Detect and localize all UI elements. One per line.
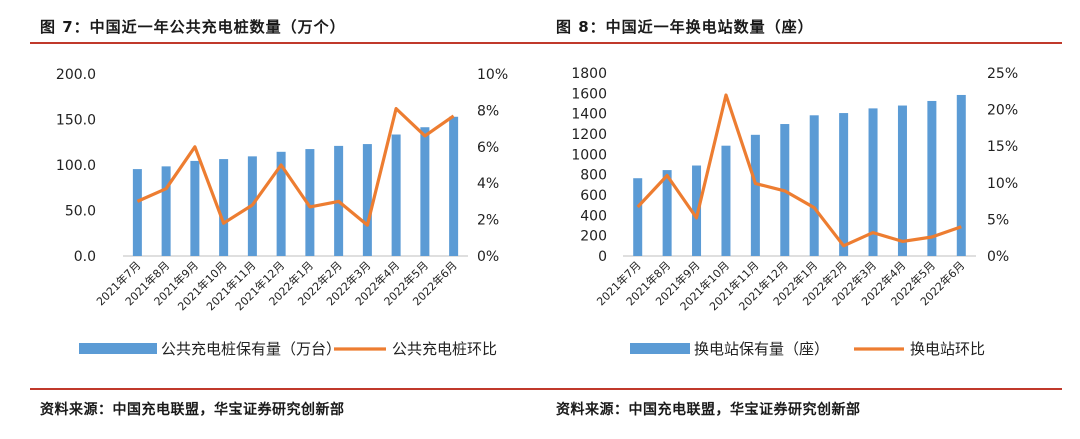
bar <box>276 151 286 256</box>
bar <box>219 159 229 256</box>
y-left-tick-label: 150.0 <box>56 113 96 129</box>
source-note: 资料来源：中国充电联盟，华宝证券研究创新部 <box>556 402 861 418</box>
series-line <box>636 93 962 248</box>
legend-label: 公共充电桩保有量（万台） <box>161 340 341 358</box>
bar <box>633 178 643 256</box>
bar <box>391 134 401 256</box>
y-left-tick-label: 800 <box>580 168 607 184</box>
figure-title: 图 8：中国近一年换电站数量（座） <box>556 18 814 36</box>
y-left-tick-label: 1400 <box>571 107 607 123</box>
bar <box>362 144 372 256</box>
y-right-tick-label: 8% <box>477 103 499 119</box>
title-rule <box>546 42 1062 44</box>
y-left-tick-label: 400 <box>580 208 607 224</box>
y-right-tick-label: 0% <box>987 249 1009 265</box>
y-left-tick-label: 1600 <box>571 86 607 102</box>
bar <box>956 94 966 257</box>
bar <box>721 145 731 256</box>
chart-public-chargers: 0.050.0100.0150.0200.00%2%4%6%8%10%2021年… <box>56 67 508 358</box>
bar <box>662 170 672 256</box>
bar <box>305 149 315 256</box>
y-left-tick-label: 200.0 <box>56 67 96 83</box>
y-right-tick-label: 10% <box>477 67 508 83</box>
y-right-tick-label: 20% <box>987 103 1018 119</box>
title-rule <box>30 42 546 44</box>
bar <box>750 134 760 256</box>
legend-label: 换电站保有量（座） <box>694 340 829 358</box>
bar <box>897 105 907 257</box>
legend-swatch-bar <box>79 343 157 354</box>
bar <box>809 115 819 256</box>
y-left-tick-label: 1200 <box>571 127 607 143</box>
y-left-tick-label: 100.0 <box>56 158 96 174</box>
series-line <box>136 106 455 227</box>
y-right-tick-label: 5% <box>987 212 1009 228</box>
y-left-tick-label: 1000 <box>571 147 607 163</box>
source-rule <box>546 388 1062 390</box>
y-right-tick-label: 2% <box>477 213 499 229</box>
legend-label: 换电站环比 <box>910 340 985 358</box>
chart-panel-battery-swap: 图 8：中国近一年换电站数量（座） 0 200 400 600 800 1000 1200 1… <box>546 0 1072 439</box>
bar <box>190 160 200 256</box>
bar <box>927 100 937 256</box>
y-right-tick-label: 15% <box>987 139 1018 155</box>
legend-swatch-bar <box>630 343 690 354</box>
bar <box>692 165 702 256</box>
y-left-tick-label: 200 <box>580 229 607 245</box>
chart-battery-swap-stations: 0 200 400 600 800 1000 1200 1400 1600 1800 0% 5% 10%… <box>571 66 1018 358</box>
y-left-tick-label: 0 <box>598 249 607 265</box>
y-right-tick-label: 25% <box>987 66 1018 82</box>
bar <box>420 127 430 256</box>
y-left-tick-label: 600 <box>580 188 607 204</box>
y-left-tick-label: 1800 <box>571 66 607 82</box>
bar <box>839 113 849 256</box>
source-note: 资料来源：中国充电联盟，华宝证券研究创新部 <box>40 402 345 418</box>
chart-panel-public-chargers: 图 7：中国近一年公共充电桩数量（万个） 0.0 50.0 100.0 150.0 20… <box>30 0 556 439</box>
y-right-tick-label: 6% <box>477 140 499 156</box>
y-left-tick-label: 0.0 <box>74 249 96 265</box>
figure-title: 图 7：中国近一年公共充电桩数量（万个） <box>40 18 346 36</box>
bar <box>132 169 142 256</box>
y-right-tick-label: 10% <box>987 176 1018 192</box>
bar <box>868 108 878 256</box>
y-right-tick-label: 4% <box>477 176 499 192</box>
legend-label: 公共充电桩环比 <box>392 340 497 358</box>
bar <box>161 166 171 256</box>
source-rule <box>30 388 546 390</box>
y-left-tick-label: 50.0 <box>65 204 96 220</box>
y-right-tick-label: 0% <box>477 249 499 265</box>
bar <box>449 116 459 257</box>
